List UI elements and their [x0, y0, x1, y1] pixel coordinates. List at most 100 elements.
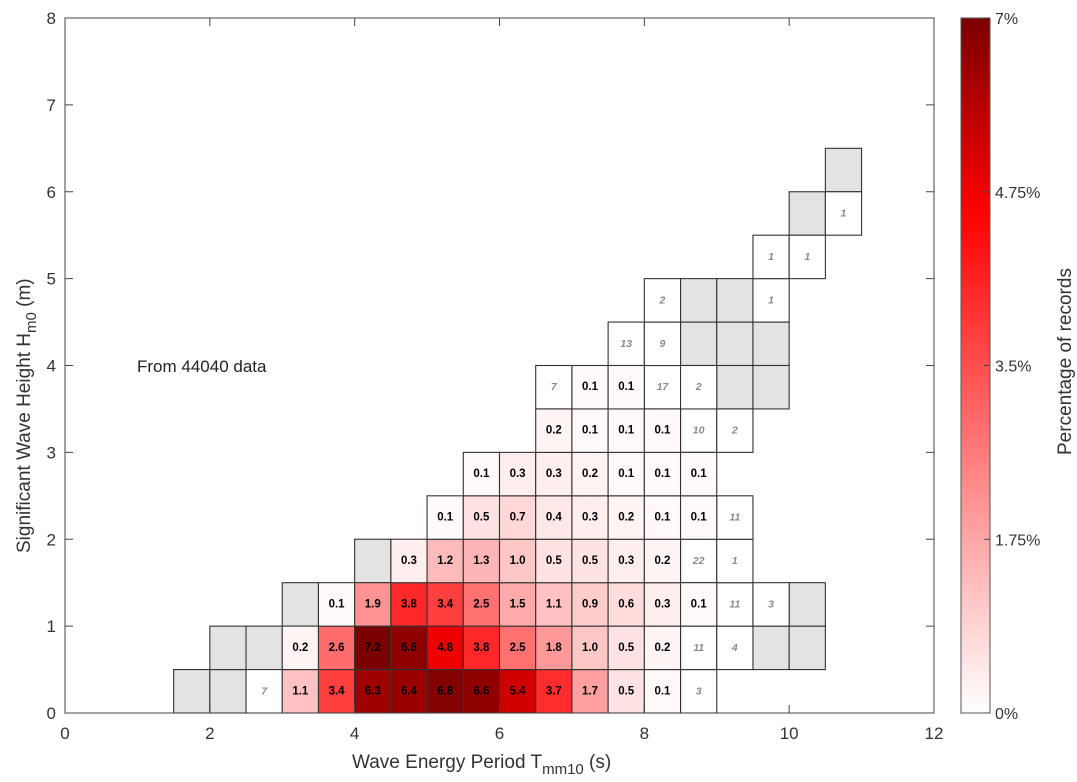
- y-axis-label-unit: (m): [14, 278, 35, 312]
- percent-cell: [498, 582, 537, 627]
- percent-label: 3.8: [401, 598, 418, 610]
- percent-cell: [571, 364, 609, 410]
- colorbar-tick-label: 4.75%: [995, 185, 1040, 202]
- count-label: 7: [261, 685, 268, 697]
- percent-cell: [462, 582, 501, 627]
- empty-cell: [752, 321, 790, 367]
- percent-cell: [643, 408, 682, 453]
- percent-cell: [462, 495, 501, 540]
- percent-label: 0.1: [691, 468, 708, 480]
- percent-cell: [390, 538, 428, 584]
- percent-label: 1.0: [510, 555, 526, 567]
- percent-label: 0.6: [618, 598, 634, 610]
- percent-label: 0.5: [618, 642, 635, 654]
- percent-cell: [607, 451, 645, 497]
- percent-label: 0.3: [654, 598, 670, 610]
- percent-cell: [426, 625, 464, 671]
- percent-label: 1.8: [546, 642, 563, 654]
- count-label: 22: [692, 555, 705, 567]
- count-cell: [716, 538, 754, 584]
- percent-label: 1.1: [292, 685, 309, 697]
- percent-label: 0.1: [437, 512, 454, 524]
- x-axis-label-main: Wave Energy Period T: [352, 752, 542, 773]
- percent-label: 0.7: [510, 512, 526, 524]
- x-tick-label: 12: [925, 724, 944, 743]
- percent-label: 3.4: [329, 685, 346, 697]
- percent-cell: [643, 538, 682, 584]
- count-cell: [643, 278, 682, 323]
- y-tick-label: 8: [47, 9, 56, 28]
- empty-cell: [752, 625, 790, 671]
- count-cell: [788, 234, 826, 280]
- percent-label: 0.1: [473, 468, 490, 480]
- y-tick-label: 0: [47, 704, 56, 723]
- percent-label: 0.3: [618, 555, 634, 567]
- percent-cell: [571, 451, 609, 497]
- percent-cell: [571, 582, 609, 627]
- percent-label: 0.1: [654, 425, 671, 437]
- annotation-text: From 44040 data: [137, 357, 267, 376]
- percent-cell: [679, 495, 718, 540]
- colorbar-tick-label: 0%: [995, 706, 1018, 723]
- percent-label: 0.1: [618, 425, 635, 437]
- count-cell: [245, 669, 283, 714]
- x-tick-label: 2: [205, 724, 214, 743]
- percent-label: 0.1: [691, 512, 708, 524]
- y-tick-label: 2: [47, 530, 56, 549]
- percent-label: 0.1: [654, 468, 671, 480]
- percent-label: 6.6: [401, 642, 417, 654]
- count-label: 10: [693, 425, 705, 437]
- y-axis-label-sub: m0: [23, 312, 40, 333]
- y-tick-label: 7: [47, 96, 56, 115]
- percent-label: 1.0: [582, 642, 598, 654]
- empty-cell: [209, 669, 247, 714]
- percent-label: 0.1: [654, 512, 671, 524]
- percent-cell: [390, 669, 428, 714]
- y-tick-label: 6: [47, 183, 56, 202]
- empty-cell: [209, 625, 247, 671]
- colorbar-tick-label: 3.5%: [995, 359, 1031, 376]
- percent-cell: [535, 582, 573, 627]
- percent-cell: [426, 495, 464, 540]
- percent-label: 3.4: [437, 598, 454, 610]
- empty-cell: [245, 625, 283, 671]
- percent-cell: [498, 669, 537, 714]
- percent-label: 4.8: [437, 642, 454, 654]
- percent-label: 1.5: [510, 598, 527, 610]
- percent-label: 0.2: [292, 642, 308, 654]
- percent-cell: [535, 495, 573, 540]
- percent-label: 0.3: [510, 468, 526, 480]
- percent-cell: [426, 669, 464, 714]
- count-label: 3: [696, 685, 702, 697]
- empty-cell: [788, 625, 826, 671]
- colorbar-label: Percentage of records: [1055, 268, 1076, 455]
- percent-label: 1.2: [437, 555, 453, 567]
- empty-cell: [752, 364, 790, 410]
- count-label: 13: [620, 338, 632, 350]
- percent-label: 0.1: [582, 381, 599, 393]
- percent-label: 0.2: [618, 512, 634, 524]
- percent-cell: [643, 495, 682, 540]
- count-label: 1: [841, 207, 847, 219]
- count-label: 11: [693, 642, 704, 654]
- percent-label: 0.1: [582, 425, 599, 437]
- count-cell: [716, 408, 754, 453]
- percent-cell: [535, 408, 573, 453]
- percent-cell: [571, 538, 609, 584]
- percent-label: 0.1: [618, 381, 635, 393]
- count-label: 2: [659, 294, 666, 306]
- empty-cell: [716, 321, 754, 367]
- count-label: 1: [732, 555, 738, 567]
- count-cell: [679, 408, 718, 453]
- count-cell: [752, 278, 790, 323]
- percent-cell: [390, 625, 428, 671]
- percent-label: 0.2: [654, 642, 670, 654]
- percent-cell: [607, 669, 645, 714]
- empty-cell: [173, 669, 211, 714]
- percent-label: 1.9: [365, 598, 381, 610]
- y-tick-label: 4: [47, 357, 56, 376]
- percent-label: 1.1: [546, 598, 563, 610]
